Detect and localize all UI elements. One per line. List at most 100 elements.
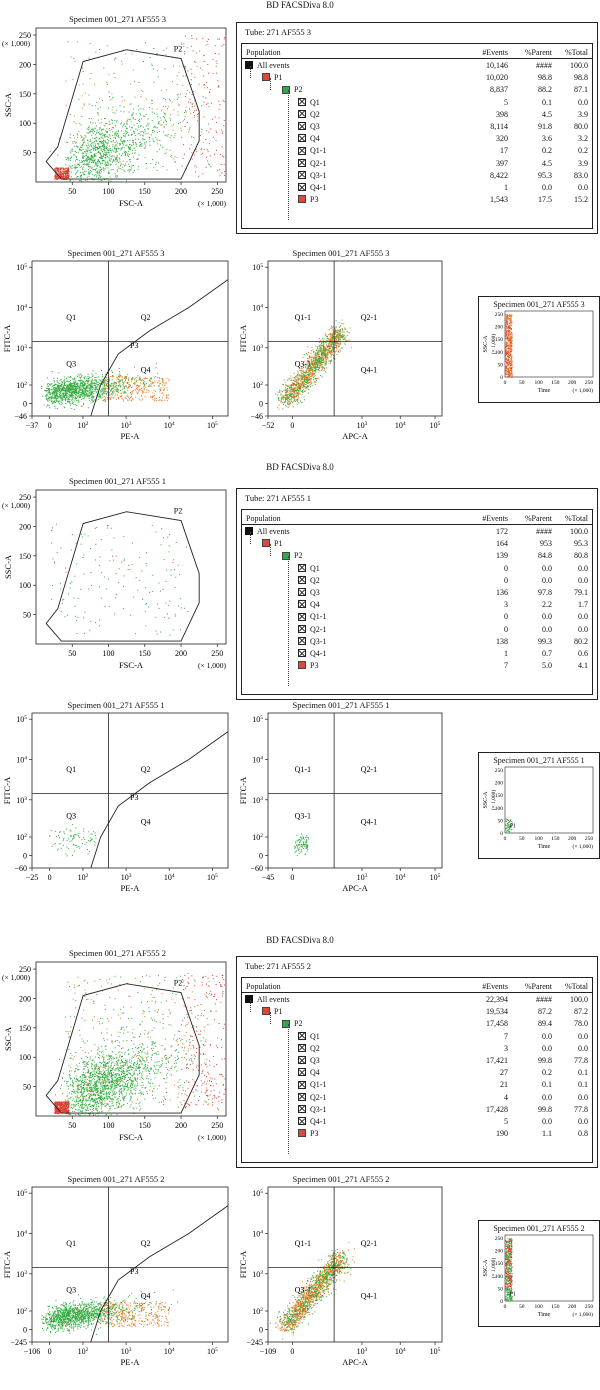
plot-frame <box>504 766 594 834</box>
table-row[interactable]: P3 190 1.1 0.8 <box>242 1128 592 1139</box>
quadrant-gate-icon <box>298 1068 306 1077</box>
events-points <box>50 972 226 1116</box>
x-tick-label: 50 <box>519 380 525 386</box>
column-header: %Total <box>565 514 588 523</box>
table-row[interactable]: All events 172 #### 100.0 <box>242 526 592 537</box>
x-tick-label: 105 <box>207 873 218 882</box>
table-row[interactable]: Q2-1 0 0.0 0.0 <box>242 624 592 635</box>
table-row[interactable]: P1 164 953 95.3 <box>242 538 592 549</box>
y-tick-label: −46 <box>250 412 263 421</box>
table-row[interactable]: Q4 320 3.6 3.2 <box>242 133 592 144</box>
table-row[interactable]: Q3-1 17,428 99.8 77.8 <box>242 1104 592 1115</box>
x-tick-label: 103 <box>121 873 132 882</box>
table-row[interactable]: Q1-1 17 0.2 0.2 <box>242 145 592 156</box>
table-row[interactable]: Q3 17,421 99.8 77.8 <box>242 1055 592 1066</box>
quadrant-gate-icon <box>298 1080 306 1089</box>
table-row[interactable]: Q3 8,114 91.8 80.0 <box>242 121 592 132</box>
table-row[interactable]: P2 17,458 89.4 78.0 <box>242 1018 592 1029</box>
x-tick-label: 50 <box>68 1121 76 1130</box>
y-tick-label: 250 <box>19 965 31 974</box>
column-header: %Parent <box>524 514 552 523</box>
y-axis-unit: (× 1,000) <box>490 790 497 811</box>
y-tick-label: 100 <box>19 581 31 590</box>
percent-total: 0.0 <box>578 183 588 192</box>
y-tick-label: 102 <box>16 381 27 390</box>
x-axis-label: APC-A <box>342 883 368 893</box>
population-name: Q2-1 <box>310 158 327 168</box>
y-axis-label: FITC-A <box>238 776 248 804</box>
events-count: 8,837 <box>490 85 508 95</box>
table-row[interactable]: Q4 27 0.2 0.1 <box>242 1067 592 1078</box>
table-row[interactable]: Q4-1 5 0.0 0.0 <box>242 1116 592 1127</box>
table-row[interactable]: Q3-1 138 99.3 80.2 <box>242 636 592 647</box>
table-row[interactable]: Q2-1 397 4.5 3.9 <box>242 158 592 169</box>
table-row[interactable]: All events 22,394 #### 100.0 <box>242 994 592 1005</box>
population-name: Q2 <box>310 109 320 119</box>
table-header: Population #Events %Parent %Total <box>242 47 592 59</box>
quadrant-label: Q3 <box>66 811 76 820</box>
p3-gate-line[interactable] <box>90 731 229 869</box>
population-name: Q3-1 <box>310 170 327 180</box>
p2-gate <box>45 511 200 642</box>
quadrant-label: Q4 <box>141 818 151 827</box>
y-tick-label: 103 <box>252 1270 263 1279</box>
table-row[interactable]: Q1 0 0.0 0.0 <box>242 563 592 574</box>
quadrant-label: Q1-1 <box>295 313 311 322</box>
table-row[interactable]: P3 7 5.0 4.1 <box>242 660 592 671</box>
population-name: All events <box>257 527 290 536</box>
table-row[interactable]: Q2-1 4 0.0 0.0 <box>242 1092 592 1103</box>
plot-frame <box>31 1186 229 1343</box>
x-tick-label: 104 <box>395 873 406 882</box>
quadrant-label: Q3 <box>66 1285 76 1294</box>
percent-total: 0.0 <box>578 624 588 634</box>
percent-total: 80.8 <box>574 551 588 561</box>
x-tick-label: 200 <box>568 380 577 386</box>
percent-total: 0.2 <box>578 146 588 156</box>
table-row[interactable]: All events 10,146 #### 100.0 <box>242 60 592 71</box>
x-tick-label: −52 <box>262 421 275 430</box>
quadrant-gate-icon <box>298 97 306 106</box>
y-tick-label: 105 <box>16 1189 27 1198</box>
events-count: 3 <box>504 1043 508 1053</box>
tube-name: Tube: 271 AF555 1 <box>245 493 312 503</box>
table-row[interactable]: P1 10,020 98.8 98.8 <box>242 72 592 83</box>
table-row[interactable]: Q4 3 2.2 1.7 <box>242 599 592 610</box>
table-row[interactable]: Q2 3 0.0 0.0 <box>242 1043 592 1054</box>
x-tick-label: 103 <box>357 1347 368 1356</box>
table-row[interactable]: Q4-1 1 0.0 0.0 <box>242 182 592 193</box>
y-tick-label: −60 <box>250 864 263 873</box>
x-axis-label: APC-A <box>342 431 368 441</box>
quadrant-label: Q3-1 <box>295 1285 311 1294</box>
table-row[interactable]: Q1-1 0 0.0 0.0 <box>242 611 592 622</box>
table-row[interactable]: Q1 5 0.1 0.0 <box>242 97 592 108</box>
table-row[interactable]: Q3 136 97.8 79.1 <box>242 587 592 598</box>
table-row[interactable]: Q2 0 0.0 0.0 <box>242 575 592 586</box>
table-row[interactable]: Q1-1 21 0.1 0.1 <box>242 1079 592 1090</box>
events-count: 27 <box>500 1068 508 1078</box>
table-row[interactable]: Q4-1 1 0.7 0.6 <box>242 648 592 659</box>
y-tick-label: 103 <box>252 344 263 353</box>
table-row[interactable]: Q1 7 0.0 0.0 <box>242 1031 592 1042</box>
table-row[interactable]: P3 1,543 17.5 15.2 <box>242 194 592 205</box>
x-tick-label: 200 <box>175 187 187 196</box>
table-row[interactable]: P1 19,534 87.2 87.2 <box>242 1006 592 1017</box>
percent-total: 100.0 <box>570 527 588 536</box>
y-tick-label: 100 <box>19 1053 31 1062</box>
percent-total: 1.7 <box>578 600 588 610</box>
y-tick-label: 104 <box>16 304 27 313</box>
events-count: 8,114 <box>490 122 508 131</box>
y-tick-label: 102 <box>16 1307 27 1316</box>
p3-gate-line[interactable] <box>90 1205 229 1343</box>
p3-gate-line[interactable] <box>90 279 229 417</box>
plot-title: Specimen 001_271 AF555 2 <box>493 1224 585 1233</box>
quadrant-gate-icon <box>298 1092 306 1101</box>
events-count: 398 <box>496 109 508 119</box>
quadrant-gate-icon <box>298 1043 306 1052</box>
percent-parent: 0.2 <box>542 1068 552 1078</box>
table-row[interactable]: P2 139 84.8 80.8 <box>242 550 592 561</box>
table-row[interactable]: P2 8,837 88.2 87.1 <box>242 84 592 95</box>
table-row[interactable]: Q2 398 4.5 3.9 <box>242 109 592 120</box>
table-row[interactable]: Q3-1 8,422 95.3 83.0 <box>242 170 592 181</box>
percent-total: 15.2 <box>574 195 588 205</box>
population-name: Q1 <box>310 97 320 107</box>
